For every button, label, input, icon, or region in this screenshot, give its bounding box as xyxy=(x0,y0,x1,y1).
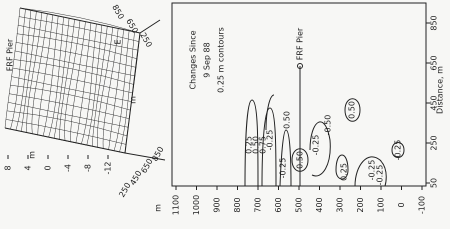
x-tick-label: 250 xyxy=(430,135,439,150)
mesh-line xyxy=(53,18,70,139)
x-tick-label: 50 xyxy=(430,178,439,188)
mesh-line xyxy=(19,7,141,34)
contour-label: -0.25 xyxy=(394,140,403,161)
axis-box xyxy=(4,7,166,161)
y-tick-label: 0 xyxy=(397,202,406,207)
axis-unit: m xyxy=(129,96,138,104)
mesh-line xyxy=(26,12,43,133)
mesh-line xyxy=(15,42,136,68)
contour-label: 0.50 xyxy=(296,151,305,169)
contour-label: -0.25 xyxy=(266,130,275,151)
mesh-line xyxy=(113,30,130,151)
mesh-line xyxy=(16,33,137,59)
contours xyxy=(244,94,405,187)
contour-label: -0.25 xyxy=(376,165,385,186)
y-tick-label: -100 xyxy=(418,196,427,214)
mesh-line xyxy=(21,11,37,132)
mesh-line xyxy=(48,17,64,138)
z-tick-label: -4 xyxy=(64,164,73,172)
axis-unit: m xyxy=(154,204,163,212)
mesh-line xyxy=(10,9,26,130)
pier-label: FRF Pier xyxy=(6,38,15,71)
z-tick-label: -12 xyxy=(104,161,113,174)
x-axis-label: Distance, m xyxy=(436,66,445,114)
background xyxy=(0,0,450,229)
panel-subtitle: 0.25 m contours xyxy=(217,27,226,93)
panel-title: Changes Since xyxy=(189,30,198,89)
mesh-line xyxy=(9,93,130,119)
mesh-line xyxy=(37,14,53,135)
mesh-line xyxy=(75,22,92,143)
mesh-line xyxy=(59,19,75,140)
contour-label: -0.25 xyxy=(368,160,377,181)
mesh-line xyxy=(18,16,139,42)
contour-label: 0.75 xyxy=(259,136,268,154)
mesh-line xyxy=(12,67,133,94)
y-tick-label: 700 xyxy=(254,197,263,212)
y-tick-label: 100 xyxy=(377,197,386,212)
mesh-line xyxy=(119,31,135,152)
mesh-line xyxy=(7,110,128,137)
mesh-line xyxy=(17,24,138,51)
mesh-line xyxy=(11,76,132,102)
mesh-line xyxy=(10,84,131,111)
contour-label: 0.50 xyxy=(252,136,261,154)
mesh-line xyxy=(102,28,119,149)
y-tick-label: 800 xyxy=(233,197,242,212)
contour-label: 0.25 xyxy=(245,136,254,154)
z-tick-label: 4 xyxy=(24,165,33,170)
z-tick-label: -8 xyxy=(84,164,93,172)
mesh-line xyxy=(108,29,124,150)
y-tick-label: 400 xyxy=(315,197,324,212)
contour-label: 0.25 xyxy=(340,163,349,181)
y-tick-label: 1100 xyxy=(172,195,181,215)
contour-label: -0.25 xyxy=(279,158,288,179)
y-tick-label: 900 xyxy=(213,197,222,212)
mesh-line xyxy=(97,27,113,148)
mesh-line xyxy=(31,13,48,134)
z-tick-label: 8 xyxy=(4,165,13,170)
mesh-line xyxy=(42,15,59,137)
mesh-line xyxy=(92,26,108,147)
axis-unit: E xyxy=(114,39,123,44)
panel-title: 9 Sep 88 xyxy=(203,42,212,77)
figure: FRF Pier E m m m 8 4 0 -4 -8 -12 250 450 650 850 8… xyxy=(0,0,450,229)
y-tick-label: 1000 xyxy=(192,195,201,215)
contour-label: -0.50 xyxy=(324,115,333,136)
mesh-line xyxy=(81,23,97,144)
mesh-line xyxy=(4,7,21,129)
pier-label: FRF Pier xyxy=(296,27,305,60)
mesh-line xyxy=(6,119,127,145)
mesh-line xyxy=(15,10,32,131)
contour-label: 0.50 xyxy=(348,101,357,119)
mesh-line xyxy=(86,25,103,146)
x-tick-label: 450 xyxy=(430,95,439,110)
x-tick-label: 850 xyxy=(430,15,439,30)
contour-panel: Changes Since 9 Sep 88 0.25 m contours F… xyxy=(171,2,445,215)
z-tick-label: 0 xyxy=(44,165,53,170)
mesh-line xyxy=(70,21,86,142)
x-tick-label: 650 xyxy=(430,55,439,70)
mesh-line xyxy=(64,20,81,141)
y-tick-label: 600 xyxy=(274,197,283,212)
pier-end xyxy=(297,63,303,69)
y-tick-label: 500 xyxy=(295,197,304,212)
contour-label: 0.50 xyxy=(283,111,292,129)
mesh-line xyxy=(13,59,134,85)
axis-unit: m xyxy=(28,151,37,159)
mesh-line xyxy=(14,50,135,77)
y-tick-label: 300 xyxy=(336,197,345,212)
y-tick-label: 200 xyxy=(356,197,365,212)
mesh-line xyxy=(8,102,129,128)
contour-label: -0.25 xyxy=(312,135,321,156)
